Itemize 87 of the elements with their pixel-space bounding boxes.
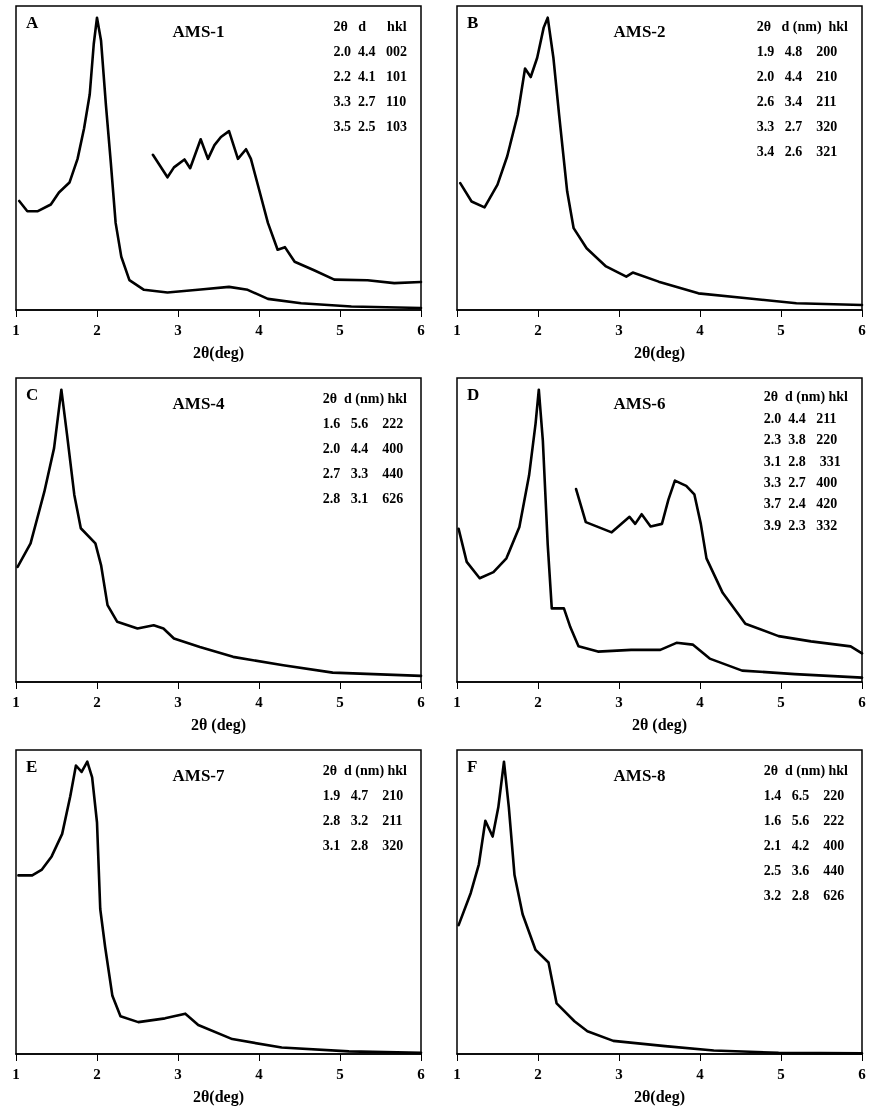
annotation: E bbox=[26, 757, 38, 776]
x-tick-label: 3 bbox=[615, 321, 623, 338]
annotation: 2θ d hkl bbox=[333, 19, 407, 34]
x-axis-title: 2θ (deg) bbox=[631, 715, 688, 734]
x-tick-label: 5 bbox=[336, 1065, 344, 1082]
annotation: 2.2 4.1 101 bbox=[333, 69, 407, 84]
x-tick-label: 5 bbox=[777, 1065, 785, 1082]
x-tick-label: 5 bbox=[777, 321, 785, 338]
annotation: B bbox=[467, 13, 479, 32]
annotation: 2.8 3.2 211 bbox=[322, 813, 403, 828]
annotation: 2.7 3.3 440 bbox=[322, 466, 404, 481]
annotation: 2.0 4.4 002 bbox=[333, 44, 407, 59]
annotation: 3.3 2.7 320 bbox=[756, 119, 838, 134]
annotation: 3.1 2.8 320 bbox=[322, 838, 404, 853]
x-tick-label: 6 bbox=[417, 693, 426, 710]
annotation: C bbox=[26, 385, 39, 404]
annotation: 2.1 4.2 400 bbox=[763, 838, 845, 853]
x-tick-label: 3 bbox=[615, 1065, 623, 1082]
x-tick-label: 1 bbox=[453, 1065, 461, 1082]
x-tick-label: 4 bbox=[696, 693, 705, 710]
annotation: D bbox=[467, 385, 480, 404]
annotation: 1.9 4.7 210 bbox=[322, 788, 404, 803]
annotation: 3.3 2.7 400 bbox=[763, 474, 838, 490]
x-tick-label: 1 bbox=[12, 1065, 20, 1082]
x-tick-label: 6 bbox=[417, 1065, 426, 1082]
x-tick-label: 4 bbox=[696, 321, 705, 338]
x-tick-label: 3 bbox=[174, 693, 182, 710]
x-tick-label: 1 bbox=[453, 321, 461, 338]
x-tick-label: 1 bbox=[12, 693, 20, 710]
x-tick-label: 1 bbox=[453, 693, 461, 710]
chart-title: AMS-7 bbox=[172, 766, 226, 785]
annotation: 2θ d (nm) hkl bbox=[763, 763, 849, 779]
annotation: A bbox=[26, 13, 39, 32]
x-tick-label: 4 bbox=[696, 1065, 705, 1082]
annotation: 1.9 4.8 200 bbox=[756, 44, 838, 59]
x-tick-label: 6 bbox=[417, 321, 426, 338]
x-tick-label: 5 bbox=[777, 693, 785, 710]
annotation: 3.7 2.4 420 bbox=[763, 496, 838, 512]
x-tick-label: 2 bbox=[93, 693, 101, 710]
chart-title: AMS-4 bbox=[172, 394, 226, 413]
x-tick-label: 2 bbox=[534, 321, 542, 338]
x-tick-label: 1 bbox=[12, 321, 20, 338]
chart-title: AMS-2 bbox=[613, 22, 666, 41]
annotation: 3.4 2.6 321 bbox=[756, 144, 838, 159]
x-tick-label: 2 bbox=[93, 321, 101, 338]
x-tick-label: 5 bbox=[336, 693, 344, 710]
x-tick-label: 6 bbox=[858, 321, 867, 338]
x-axis-title: 2θ(deg) bbox=[633, 1087, 686, 1106]
annotation: 2θ d (nm) hkl bbox=[322, 391, 408, 407]
chart-title: AMS-1 bbox=[172, 22, 225, 41]
x-tick-label: 4 bbox=[255, 1065, 264, 1082]
annotation: 3.1 2.8 331 bbox=[763, 453, 841, 469]
annotation: 3.3 2.7 110 bbox=[333, 94, 407, 109]
annotation: 2θ d (nm) hkl bbox=[763, 389, 849, 406]
annotation: 3.5 2.5 103 bbox=[333, 119, 407, 134]
x-axis-title: 2θ(deg) bbox=[192, 343, 245, 362]
annotation: 2.0 4.4 400 bbox=[322, 441, 404, 456]
annotation: 2θ d (nm) hkl bbox=[322, 763, 408, 779]
x-tick-label: 2 bbox=[93, 1065, 101, 1082]
x-tick-label: 3 bbox=[615, 693, 623, 710]
x-tick-label: 5 bbox=[336, 321, 344, 338]
chart-title: AMS-6 bbox=[613, 394, 666, 413]
annotation: 2.3 3.8 220 bbox=[763, 432, 838, 448]
annotation: 2.8 3.1 626 bbox=[322, 491, 404, 506]
annotation: 3.9 2.3 332 bbox=[763, 517, 838, 533]
annotation: F bbox=[467, 757, 478, 776]
chart-title: AMS-8 bbox=[613, 766, 666, 785]
x-tick-label: 6 bbox=[858, 693, 867, 710]
x-tick-label: 4 bbox=[255, 321, 264, 338]
x-tick-label: 3 bbox=[174, 321, 182, 338]
annotation: 2.5 3.6 440 bbox=[763, 863, 845, 878]
annotation: 1.6 5.6 222 bbox=[763, 813, 845, 828]
x-axis-title: 2θ(deg) bbox=[633, 343, 686, 362]
x-tick-label: 2 bbox=[534, 1065, 542, 1082]
annotation: 2.6 3.4 211 bbox=[756, 94, 837, 109]
annotation: 2.0 4.4 211 bbox=[763, 410, 837, 426]
x-tick-label: 4 bbox=[255, 693, 264, 710]
x-tick-label: 3 bbox=[174, 1065, 182, 1082]
annotation: 2.0 4.4 210 bbox=[756, 69, 838, 84]
annotation: 2θ d (nm) hkl bbox=[756, 19, 849, 35]
x-tick-label: 2 bbox=[534, 693, 542, 710]
annotation: 1.6 5.6 222 bbox=[322, 416, 404, 431]
x-tick-label: 6 bbox=[858, 1065, 867, 1082]
x-axis-title: 2θ(deg) bbox=[192, 1087, 245, 1106]
annotation: 3.2 2.8 626 bbox=[763, 888, 845, 903]
annotation: 1.4 6.5 220 bbox=[763, 788, 845, 803]
x-axis-title: 2θ (deg) bbox=[190, 715, 247, 734]
